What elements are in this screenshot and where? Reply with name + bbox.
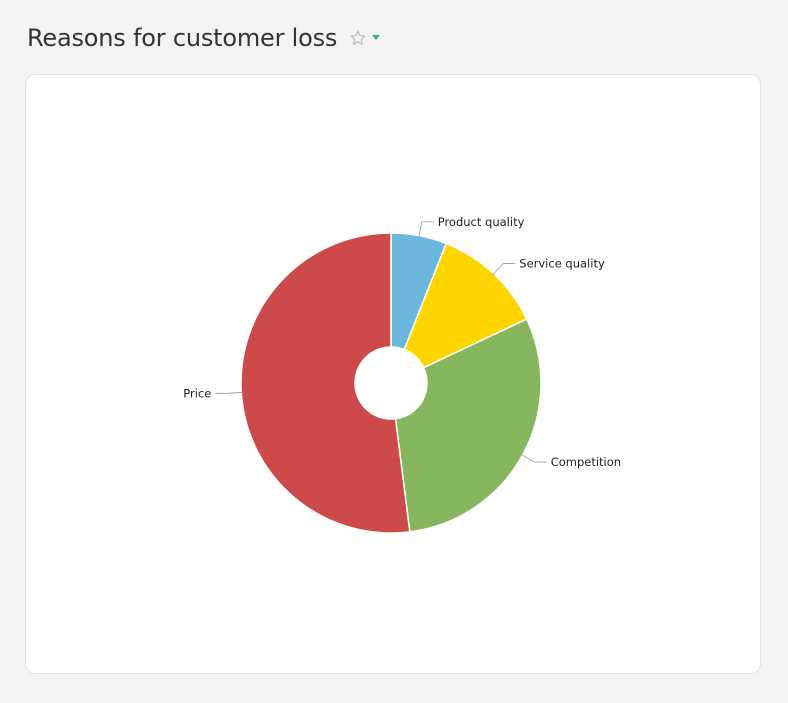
leader-line-service-quality: [492, 263, 516, 276]
leader-line-competition: [520, 453, 547, 463]
slice-label-product-quality: Product quality: [438, 215, 525, 229]
slice-label-price: Price: [183, 386, 211, 400]
star-outline-icon[interactable]: [349, 29, 367, 47]
slice-competition[interactable]: [394, 318, 542, 533]
slice-price[interactable]: [240, 232, 411, 534]
page-header: Reasons for customer loss: [27, 20, 381, 56]
donut-chart: Product quality Service quality Competitio…: [183, 215, 621, 534]
leader-line-price: [215, 391, 244, 394]
leader-line-product-quality: [418, 221, 434, 238]
caret-down-icon[interactable]: [371, 33, 381, 43]
slice-label-competition: Competition: [551, 455, 621, 469]
slice-service-quality[interactable]: [403, 242, 528, 369]
page-title: Reasons for customer loss: [27, 24, 338, 52]
chart-card: Product quality Service quality Competitio…: [25, 74, 761, 674]
slice-label-service-quality: Service quality: [519, 256, 605, 270]
